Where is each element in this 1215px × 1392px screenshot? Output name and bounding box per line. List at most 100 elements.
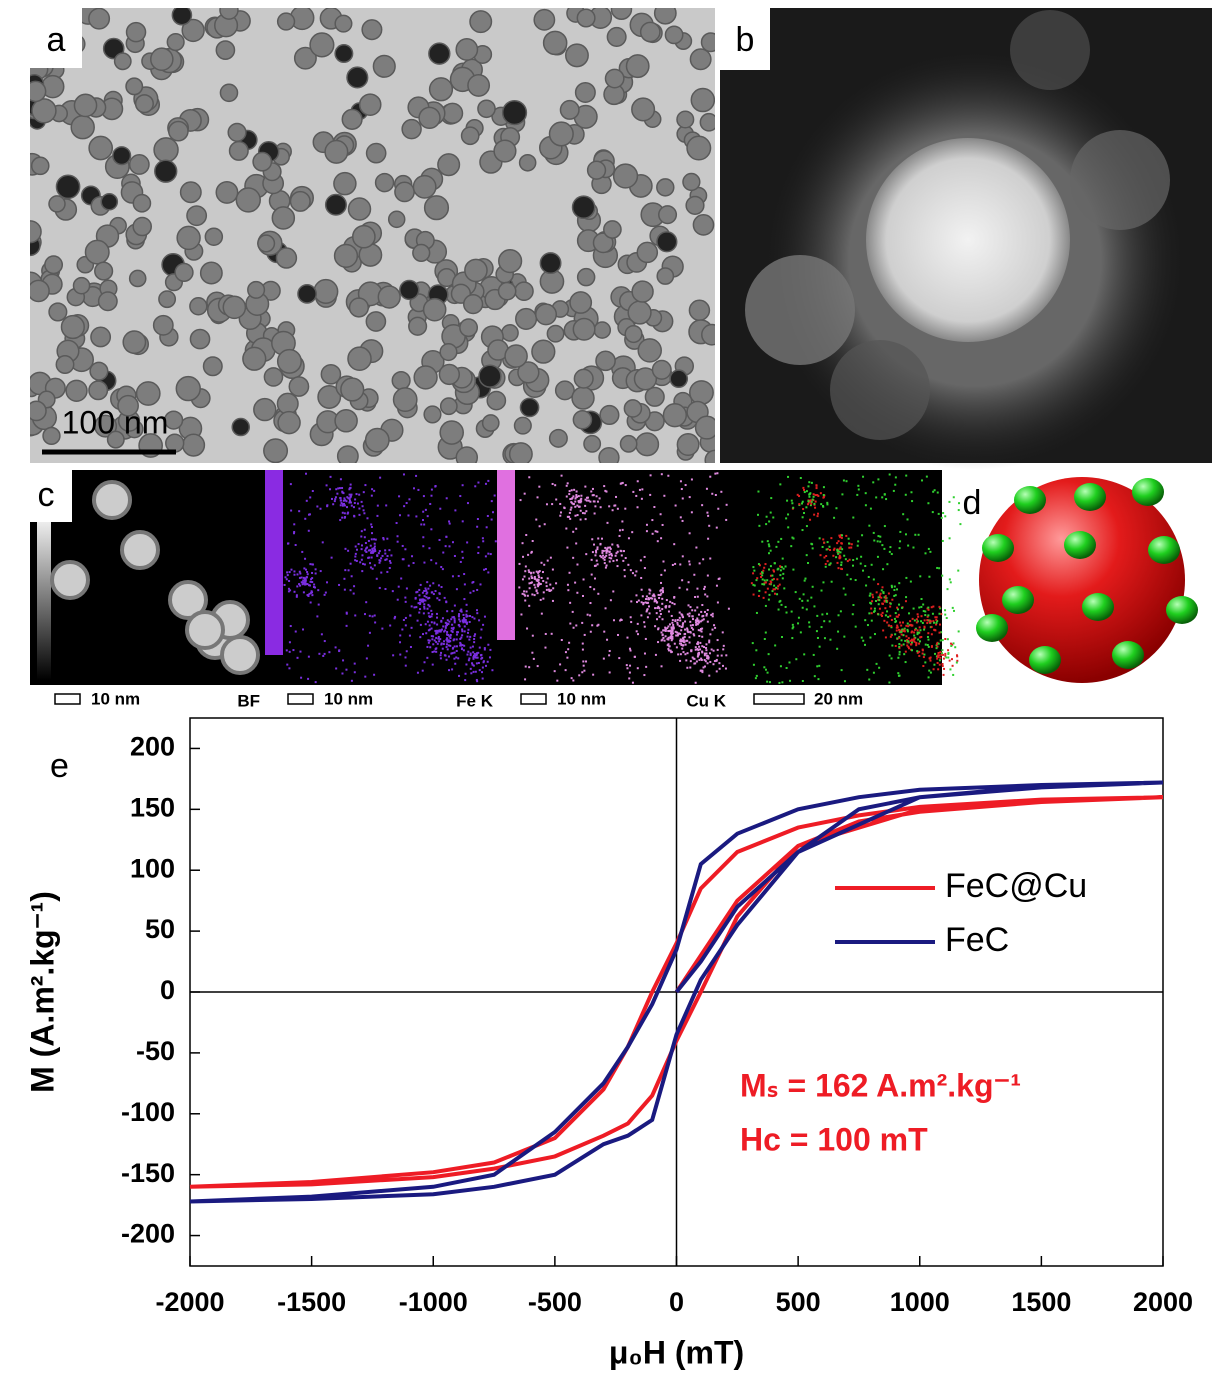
eds-dot bbox=[687, 581, 690, 584]
eds-dot bbox=[878, 594, 881, 597]
eds-dot bbox=[559, 663, 562, 666]
eds-dot bbox=[700, 657, 703, 660]
eds-dot bbox=[799, 631, 802, 634]
particle bbox=[202, 356, 223, 377]
particle bbox=[399, 279, 420, 301]
eds-dot bbox=[653, 594, 656, 597]
eds-dot bbox=[524, 594, 527, 597]
eds-dot bbox=[753, 569, 756, 572]
eds-dot bbox=[720, 490, 723, 493]
particle bbox=[252, 151, 273, 172]
eds-dot bbox=[537, 581, 540, 584]
eds-dot bbox=[949, 581, 952, 584]
eds-dot bbox=[334, 498, 337, 501]
eds-dot bbox=[596, 548, 599, 551]
eds-dot bbox=[464, 679, 467, 682]
particle bbox=[412, 174, 437, 199]
eds-dot bbox=[589, 586, 592, 589]
eds-dot bbox=[489, 648, 492, 651]
eds-dot bbox=[390, 554, 393, 557]
eds-dot bbox=[670, 627, 673, 630]
eds-dot bbox=[678, 642, 681, 645]
eds-dot bbox=[758, 564, 761, 567]
particle bbox=[340, 377, 365, 402]
eds-dot bbox=[769, 511, 772, 514]
eds-dot bbox=[869, 636, 872, 639]
particle bbox=[175, 375, 201, 402]
eds-dot bbox=[539, 598, 542, 601]
copper-blob bbox=[982, 534, 1014, 562]
eds-dot bbox=[355, 548, 358, 551]
eds-dot bbox=[328, 651, 331, 654]
eds-dot bbox=[538, 576, 541, 579]
eds-dot bbox=[711, 612, 714, 615]
eds-dot bbox=[426, 656, 429, 659]
eds-dot bbox=[349, 562, 352, 565]
eds-dot bbox=[445, 637, 448, 640]
eds-dot bbox=[679, 516, 682, 519]
eds-dot bbox=[762, 569, 765, 572]
eds-dot bbox=[543, 523, 546, 526]
particle bbox=[592, 232, 614, 254]
eds-dot bbox=[302, 576, 305, 579]
eds-dot bbox=[430, 627, 433, 630]
particle bbox=[571, 386, 595, 410]
eds-dot bbox=[895, 629, 898, 632]
y-tick-label: -200 bbox=[121, 1219, 175, 1249]
scale-bar bbox=[287, 693, 314, 705]
particle bbox=[352, 224, 376, 249]
eds-dot bbox=[419, 623, 422, 626]
eds-dot bbox=[428, 628, 431, 631]
scale-bar bbox=[520, 693, 547, 705]
eds-dot bbox=[826, 501, 829, 504]
particle bbox=[619, 434, 638, 453]
particle bbox=[167, 120, 189, 142]
eds-dot bbox=[887, 615, 890, 618]
eds-dot bbox=[894, 633, 897, 636]
eds-dot bbox=[767, 598, 770, 601]
particle bbox=[656, 231, 678, 253]
copper-blob bbox=[1148, 536, 1180, 564]
eds-dot bbox=[303, 582, 306, 585]
eds-dot bbox=[476, 525, 479, 528]
particle bbox=[94, 414, 118, 438]
eds-dot bbox=[681, 579, 684, 582]
eds-dot bbox=[678, 586, 681, 589]
eds-dot bbox=[708, 641, 711, 644]
eds-dot bbox=[309, 601, 312, 604]
eds-dot bbox=[601, 549, 604, 552]
particle bbox=[48, 195, 66, 213]
eds-dot bbox=[389, 624, 392, 627]
eds-dot bbox=[816, 614, 819, 617]
eds-dot bbox=[524, 599, 527, 602]
eds-dot bbox=[924, 643, 927, 646]
eds-dot bbox=[633, 655, 636, 658]
eds-dot bbox=[403, 505, 406, 508]
eds-dot bbox=[873, 539, 876, 542]
eds-dot bbox=[906, 518, 909, 521]
eds-dot bbox=[684, 643, 687, 646]
eds-dot bbox=[455, 638, 458, 641]
eds-dot bbox=[661, 618, 664, 621]
eds-dot bbox=[461, 628, 464, 631]
eds-dot bbox=[817, 678, 820, 681]
particle bbox=[235, 187, 261, 213]
eds-dot bbox=[421, 669, 424, 672]
eds-dot bbox=[766, 579, 769, 582]
particle bbox=[455, 446, 479, 463]
eds-dot bbox=[836, 561, 839, 564]
eds-dot bbox=[424, 587, 427, 590]
eds-dot bbox=[455, 656, 458, 659]
eds-dot bbox=[907, 544, 910, 547]
eds-dot bbox=[693, 573, 696, 576]
eds-dot bbox=[594, 505, 597, 508]
eds-dot bbox=[459, 620, 462, 623]
eds-dot bbox=[369, 562, 372, 565]
eds-dot bbox=[470, 672, 473, 675]
eds-dot bbox=[587, 499, 590, 502]
particle bbox=[30, 279, 50, 303]
eds-dot bbox=[799, 476, 802, 479]
eds-dot bbox=[610, 554, 613, 557]
eds-dot bbox=[401, 558, 404, 561]
eds-dot bbox=[659, 513, 662, 516]
